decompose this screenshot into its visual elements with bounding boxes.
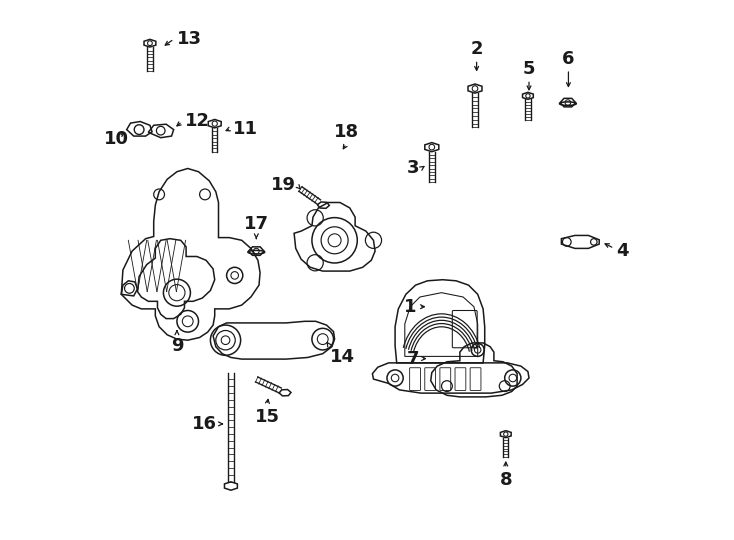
Text: 6: 6 [562, 50, 575, 68]
Text: 3: 3 [407, 159, 419, 178]
Text: 4: 4 [617, 242, 629, 260]
Text: 13: 13 [177, 30, 202, 48]
Text: 7: 7 [407, 349, 419, 368]
Text: 19: 19 [271, 176, 296, 194]
Text: 10: 10 [103, 130, 128, 148]
Text: 5: 5 [523, 60, 535, 78]
Text: 1: 1 [404, 298, 417, 316]
Text: 15: 15 [255, 408, 280, 426]
Text: 8: 8 [499, 471, 512, 489]
Text: 14: 14 [330, 348, 355, 366]
Text: 17: 17 [244, 215, 269, 233]
Text: 12: 12 [184, 112, 209, 130]
Text: 2: 2 [470, 40, 483, 58]
Text: 11: 11 [233, 119, 258, 138]
Text: 16: 16 [192, 415, 217, 433]
Text: 18: 18 [334, 124, 359, 141]
Text: 9: 9 [171, 337, 184, 355]
